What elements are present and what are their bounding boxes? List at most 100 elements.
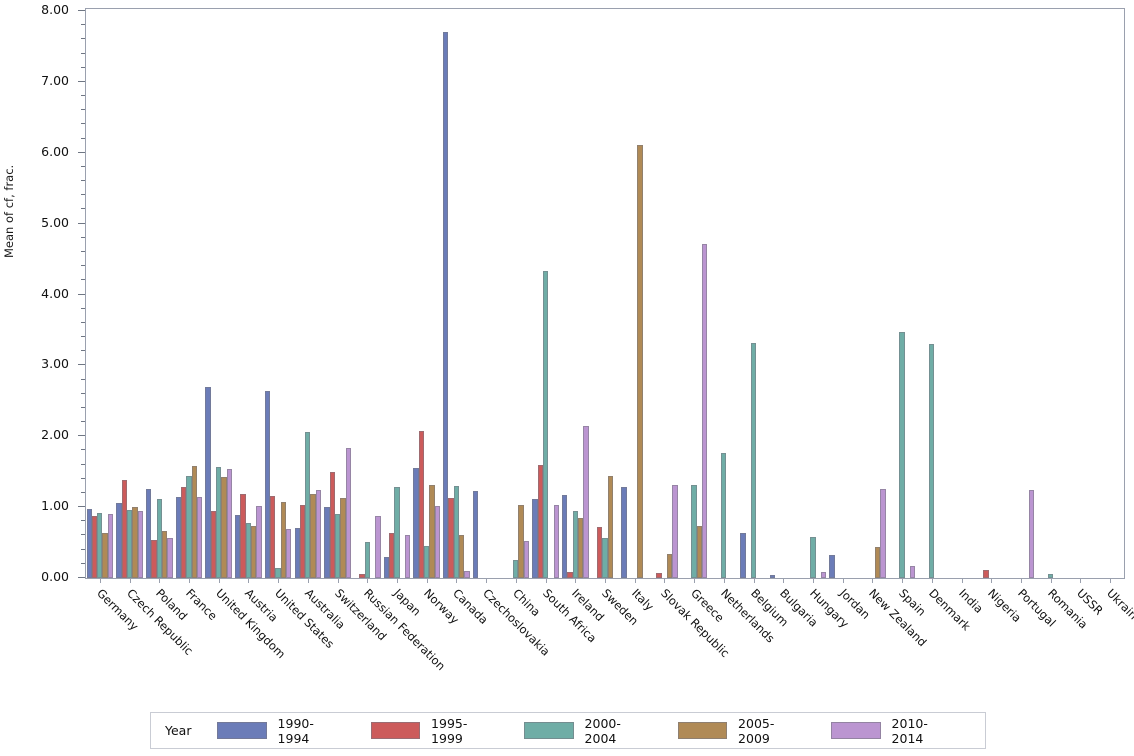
bar[interactable]	[929, 344, 935, 578]
bar[interactable]	[413, 468, 419, 578]
bar[interactable]	[875, 546, 881, 578]
bar[interactable]	[294, 527, 300, 578]
legend-item[interactable]: 2005-2009	[677, 716, 798, 746]
bar[interactable]	[205, 386, 211, 578]
bar[interactable]	[721, 453, 727, 578]
bar[interactable]	[464, 570, 470, 578]
bar[interactable]	[245, 523, 252, 578]
bar[interactable]	[810, 536, 816, 578]
bar[interactable]	[562, 495, 568, 578]
bar[interactable]	[375, 515, 381, 578]
bar[interactable]	[691, 485, 697, 578]
bar[interactable]	[107, 514, 114, 578]
bar[interactable]	[181, 487, 187, 578]
bar[interactable]	[345, 448, 351, 578]
bar[interactable]	[240, 493, 246, 578]
bar[interactable]	[251, 525, 257, 578]
bar[interactable]	[137, 511, 143, 578]
bar[interactable]	[910, 565, 916, 578]
bar[interactable]	[607, 475, 613, 578]
bar[interactable]	[1028, 490, 1035, 578]
bar[interactable]	[334, 514, 341, 578]
bar[interactable]	[394, 486, 400, 578]
bar[interactable]	[161, 530, 168, 578]
legend-item[interactable]: 1995-1999	[370, 716, 491, 746]
bar[interactable]	[983, 569, 989, 578]
legend-item[interactable]: 2010-2014	[831, 716, 951, 746]
bar[interactable]	[424, 546, 430, 578]
bar[interactable]	[280, 502, 287, 578]
bar[interactable]	[567, 571, 573, 578]
bar[interactable]	[221, 476, 227, 578]
bar[interactable]	[324, 507, 330, 578]
bar[interactable]	[299, 505, 306, 578]
bar[interactable]	[418, 430, 425, 578]
bar[interactable]	[102, 533, 108, 578]
bar[interactable]	[132, 507, 138, 578]
bar[interactable]	[542, 271, 549, 578]
bar[interactable]	[448, 497, 454, 578]
bar[interactable]	[621, 486, 627, 578]
legend-item[interactable]: 2000-2004	[524, 716, 644, 746]
bar[interactable]	[196, 496, 203, 578]
bar[interactable]	[167, 538, 173, 578]
bar[interactable]	[429, 485, 435, 578]
bar[interactable]	[116, 502, 122, 578]
bar[interactable]	[899, 332, 905, 578]
bar[interactable]	[459, 535, 465, 578]
bar[interactable]	[305, 432, 311, 578]
bar[interactable]	[829, 555, 835, 578]
bar[interactable]	[696, 525, 703, 578]
bar[interactable]	[532, 499, 538, 578]
bar[interactable]	[453, 485, 460, 578]
bar[interactable]	[553, 505, 559, 578]
bar[interactable]	[186, 475, 192, 578]
bar[interactable]	[151, 539, 157, 578]
bar[interactable]	[329, 472, 335, 578]
bar[interactable]	[210, 510, 217, 578]
bar[interactable]	[86, 509, 92, 578]
bar[interactable]	[820, 571, 827, 578]
bar[interactable]	[523, 541, 530, 578]
bar[interactable]	[175, 497, 182, 578]
bar[interactable]	[518, 505, 524, 578]
bar[interactable]	[656, 573, 662, 578]
bar[interactable]	[1048, 573, 1054, 578]
bar[interactable]	[602, 537, 608, 578]
bar[interactable]	[310, 494, 316, 578]
bar[interactable]	[597, 526, 603, 578]
bar[interactable]	[146, 488, 152, 578]
bar[interactable]	[404, 534, 411, 578]
bar[interactable]	[637, 144, 643, 578]
bar[interactable]	[702, 244, 708, 578]
bar[interactable]	[156, 499, 162, 578]
bar[interactable]	[364, 541, 370, 578]
bar[interactable]	[97, 512, 103, 578]
bar[interactable]	[443, 32, 449, 578]
bar[interactable]	[275, 568, 281, 578]
bar[interactable]	[750, 343, 757, 578]
bar[interactable]	[235, 514, 241, 578]
bar[interactable]	[472, 490, 479, 578]
bar[interactable]	[315, 490, 322, 578]
bar[interactable]	[572, 510, 578, 578]
bar[interactable]	[513, 559, 519, 578]
bar[interactable]	[270, 495, 276, 578]
bar[interactable]	[359, 573, 365, 578]
bar[interactable]	[577, 517, 584, 578]
bar[interactable]	[770, 575, 776, 578]
bar[interactable]	[672, 485, 678, 578]
bar[interactable]	[583, 425, 589, 578]
bar[interactable]	[880, 488, 886, 578]
bar[interactable]	[216, 467, 222, 578]
bar[interactable]	[126, 509, 133, 578]
bar[interactable]	[264, 390, 271, 578]
legend-item[interactable]: 1990-1994	[217, 716, 337, 746]
bar[interactable]	[740, 532, 746, 578]
bar[interactable]	[434, 505, 440, 578]
bar[interactable]	[226, 468, 232, 578]
bar[interactable]	[91, 516, 98, 578]
bar[interactable]	[340, 497, 346, 578]
bar[interactable]	[256, 505, 262, 578]
bar[interactable]	[191, 466, 197, 578]
